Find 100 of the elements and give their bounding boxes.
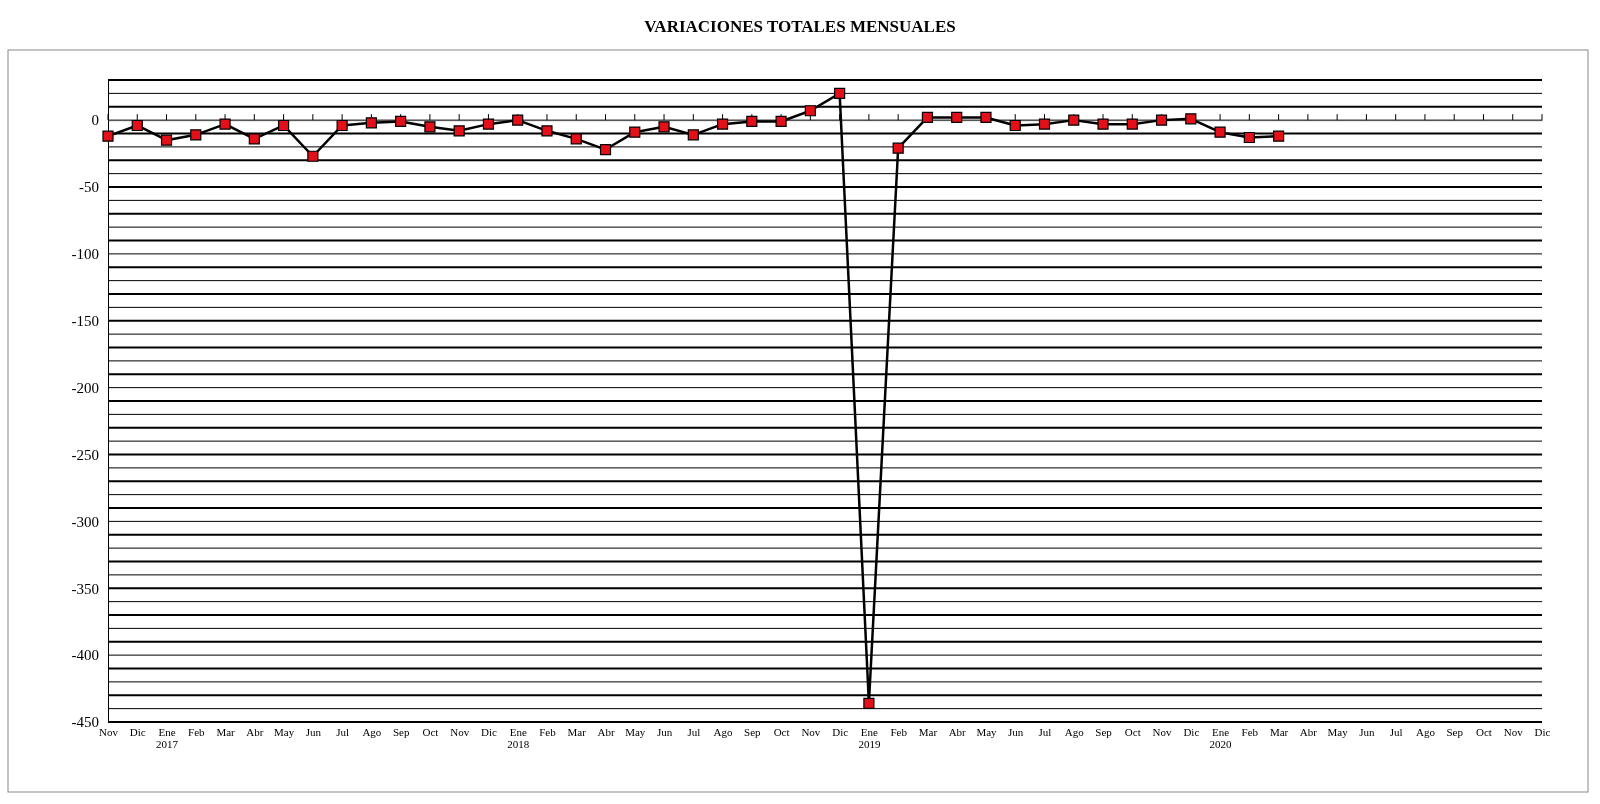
point	[834, 87, 846, 99]
y-tick-label: -150	[71, 313, 99, 330]
x-tick-label: Ago	[713, 725, 734, 738]
y-tick-label: -300	[71, 513, 99, 530]
point	[160, 134, 173, 146]
x-tick-label: Nov	[1152, 725, 1173, 738]
x-tick-label: Ene 2020	[1209, 725, 1233, 751]
x-tick-label: Oct	[773, 725, 790, 738]
point	[687, 129, 699, 141]
x-tick-label: Sep	[744, 725, 762, 738]
point	[863, 697, 875, 709]
point	[219, 118, 231, 130]
x-tick-label: Feb	[539, 725, 557, 738]
y-tick-label: -250	[71, 446, 99, 463]
x-tick-label: Abr	[246, 725, 264, 738]
x-tick-label: Sep	[1095, 725, 1113, 738]
point	[1038, 118, 1051, 130]
point	[482, 118, 495, 130]
x-tick-label: Feb	[890, 725, 908, 738]
x-tick-label: Jul	[336, 725, 350, 738]
x-tick-label: May	[976, 725, 998, 738]
x-tick-label: Abr	[1299, 725, 1318, 738]
x-tick-label: Mar	[918, 725, 938, 738]
x-tick-label: Ene 2017	[156, 725, 179, 751]
point	[131, 119, 143, 132]
y-tick-label: -450	[71, 714, 99, 731]
x-tick-label: Nov	[1503, 725, 1524, 738]
x-tick-label: Jun	[656, 725, 673, 738]
point	[1214, 126, 1226, 138]
x-tick-label: Nov	[450, 725, 470, 738]
point	[1155, 114, 1168, 126]
chart-title: VARIACIONES TOTALES MENSUALES	[644, 17, 956, 36]
x-tick-label: Mar	[216, 725, 236, 738]
x-tick-label: Sep	[1446, 725, 1464, 738]
point	[629, 126, 641, 138]
point	[775, 115, 787, 128]
x-tick-label: Nov	[99, 725, 119, 738]
x-tick-label: Abr	[597, 725, 615, 738]
x-tick-label: May	[1327, 725, 1349, 738]
point	[951, 111, 963, 124]
point	[365, 117, 377, 129]
y-tick-label: -200	[71, 379, 99, 396]
x-tick-label: Ago	[1064, 725, 1085, 738]
point	[1273, 130, 1285, 142]
point	[424, 121, 436, 133]
point	[190, 129, 202, 141]
x-tick-label: Oct	[1476, 725, 1492, 738]
point	[716, 118, 729, 130]
x-tick-label: Ago	[362, 725, 382, 738]
point	[336, 119, 348, 132]
x-tick-label: Jul	[1038, 725, 1052, 738]
x-tick-label: Jun	[1359, 725, 1376, 738]
point	[804, 105, 816, 117]
x-tick-label: Nov	[801, 725, 821, 738]
point	[1243, 131, 1255, 144]
point	[658, 121, 670, 133]
point	[395, 115, 407, 128]
x-tick-label: Jul	[1389, 725, 1403, 738]
x-tick-label: May	[274, 725, 295, 738]
point	[541, 125, 553, 137]
point	[512, 114, 524, 126]
x-tick-label: Dic	[481, 725, 497, 738]
x-tick-label: Mar	[1269, 725, 1289, 738]
point	[1068, 114, 1080, 126]
x-tick-label: May	[625, 725, 646, 738]
point	[980, 111, 992, 124]
x-tick-label: Dic	[832, 725, 849, 738]
point	[921, 111, 934, 124]
x-tick-label: Jun	[305, 725, 322, 738]
point	[746, 115, 758, 128]
x-tick-label: Ene 2019	[858, 725, 881, 751]
point	[599, 143, 612, 156]
point	[892, 142, 904, 154]
point	[1185, 113, 1197, 125]
x-tick-label: Dic	[1183, 725, 1200, 738]
y-tick-label: -100	[71, 246, 99, 263]
point	[1126, 118, 1138, 130]
point	[1009, 119, 1021, 132]
y-tick-label: 0	[91, 112, 99, 129]
x-tick-label: Oct	[1124, 725, 1141, 738]
x-tick-label: Oct	[422, 725, 439, 738]
point	[307, 150, 319, 162]
y-tick-label: -400	[71, 647, 99, 664]
x-tick-label: Jun	[1008, 725, 1024, 738]
x-tick-label: Dic	[129, 725, 146, 738]
y-tick-label: -50	[79, 179, 99, 196]
point	[453, 125, 465, 137]
point	[570, 133, 582, 145]
point	[1097, 118, 1109, 130]
x-tick-label: Dic	[1534, 725, 1551, 738]
x-tick-label: Ene 2018	[507, 725, 530, 751]
x-tick-label: Abr	[948, 725, 967, 738]
x-tick-label: Jul	[687, 725, 701, 738]
point	[102, 130, 114, 142]
point	[248, 133, 260, 145]
x-tick-label: Feb	[188, 725, 206, 738]
x-tick-label: Sep	[392, 725, 410, 738]
point	[277, 119, 290, 132]
x-tick-label: Mar	[567, 725, 587, 738]
y-tick-label: -350	[71, 580, 99, 597]
